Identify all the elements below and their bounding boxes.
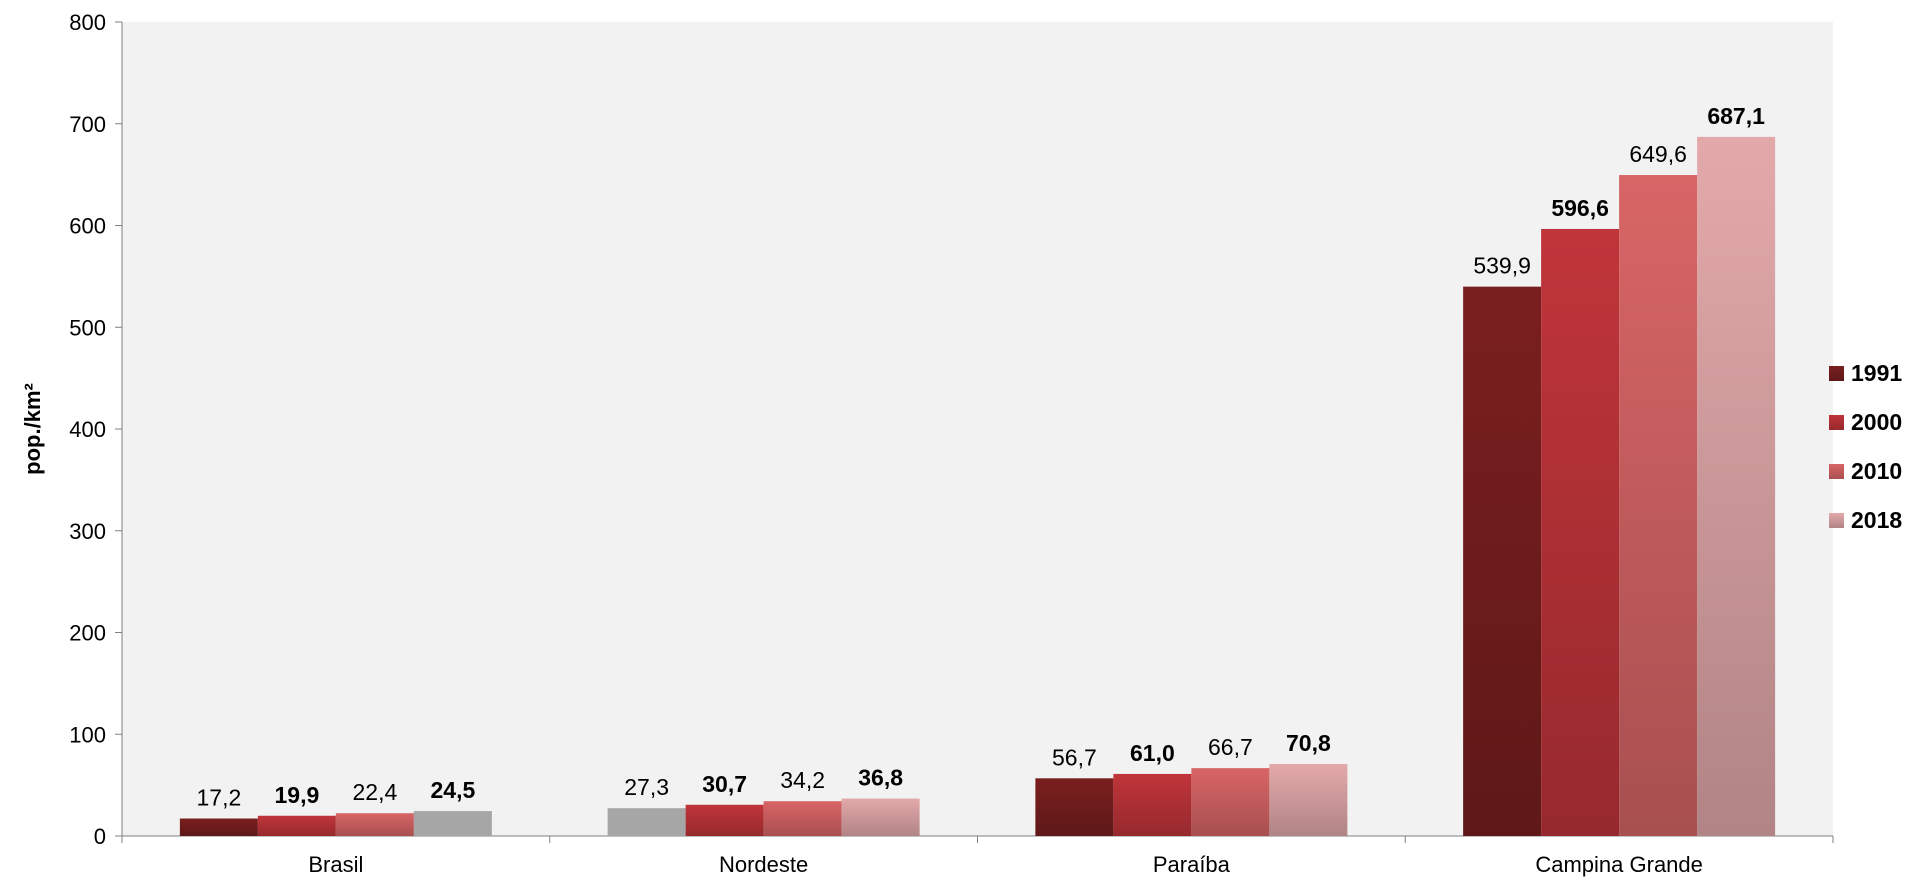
bar-2018-paraíba	[1269, 763, 1348, 836]
bar-1991-paraíba	[1035, 778, 1114, 836]
bar-2010-campina-grande	[1619, 175, 1698, 837]
x-tick-label: Campina Grande	[1535, 852, 1703, 877]
data-label: 27,3	[624, 774, 669, 800]
y-tick-label: 300	[69, 519, 106, 544]
y-axis-label: pop./km²	[20, 383, 45, 475]
bar-2000-campina-grande	[1541, 228, 1620, 837]
bar-2018-brasil	[413, 811, 492, 836]
data-label: 19,9	[274, 782, 319, 808]
legend-swatch	[1829, 464, 1844, 479]
bar-1991-campina-grande	[1463, 286, 1542, 837]
bar-1991-brasil	[179, 818, 258, 836]
y-tick-label: 200	[69, 621, 106, 646]
data-label: 66,7	[1208, 734, 1253, 760]
data-label: 61,0	[1130, 740, 1175, 766]
bar-1991-nordeste	[607, 808, 686, 836]
legend-label: 1991	[1851, 360, 1902, 386]
bar-2000-brasil	[257, 815, 336, 836]
data-label: 34,2	[780, 767, 825, 793]
x-tick-label: Nordeste	[719, 852, 808, 877]
legend-swatch	[1829, 513, 1844, 528]
data-label: 24,5	[430, 777, 475, 803]
y-tick-label: 600	[69, 214, 106, 239]
bar-2010-paraíba	[1191, 768, 1270, 836]
bar-2010-nordeste	[763, 801, 842, 836]
bar-2000-nordeste	[685, 804, 764, 836]
bar-2000-paraíba	[1113, 773, 1192, 836]
data-label: 56,7	[1052, 744, 1097, 770]
y-tick-label: 500	[69, 315, 106, 340]
y-tick-label: 400	[69, 417, 106, 442]
data-label: 17,2	[196, 784, 241, 810]
data-label: 649,6	[1629, 141, 1687, 167]
legend-label: 2010	[1851, 458, 1902, 484]
data-label: 30,7	[702, 771, 747, 797]
data-label: 596,6	[1551, 195, 1609, 221]
legend-label: 2018	[1851, 507, 1902, 533]
data-label: 22,4	[352, 779, 397, 805]
data-label: 539,9	[1473, 253, 1531, 279]
data-label: 687,1	[1707, 103, 1765, 129]
y-tick-label: 800	[69, 10, 106, 35]
y-tick-label: 0	[94, 824, 106, 849]
data-label: 36,8	[858, 765, 903, 791]
legend-swatch	[1829, 366, 1844, 381]
bar-2018-nordeste	[841, 798, 920, 836]
x-tick-label: Paraíba	[1153, 852, 1231, 877]
bar-2018-campina-grande	[1697, 136, 1776, 837]
legend-label: 2000	[1851, 409, 1902, 435]
bar-2010-brasil	[335, 813, 414, 836]
x-tick-label: Brasil	[308, 852, 363, 877]
legend: 1991 2000 2010 2018	[1829, 360, 1902, 533]
legend-swatch	[1829, 415, 1844, 430]
y-tick-label: 700	[69, 112, 106, 137]
data-label: 70,8	[1286, 730, 1331, 756]
y-tick-label: 100	[69, 722, 106, 747]
